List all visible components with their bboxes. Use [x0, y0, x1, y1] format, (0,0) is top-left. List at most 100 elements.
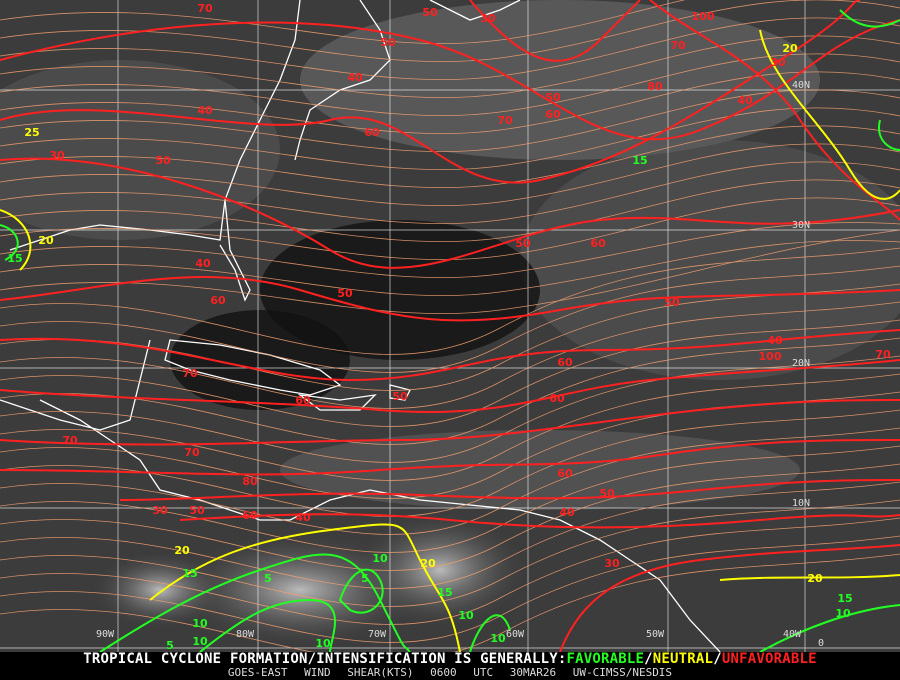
shear-contour	[119, 479, 900, 501]
shear-contour	[0, 276, 900, 322]
shear-contour	[179, 513, 900, 529]
shear-contours	[0, 0, 900, 652]
contour-label: 50	[599, 487, 615, 500]
legend-favorable: FAVORABLE	[566, 651, 645, 667]
contour-label: 40	[347, 71, 363, 84]
streamline	[0, 553, 900, 652]
contour-label: 70	[875, 348, 891, 361]
contour-label: 10	[192, 635, 208, 648]
product-source: UW-CIMSS/NESDIS	[572, 666, 673, 679]
streamline	[0, 197, 900, 261]
contour-label: 20	[782, 42, 798, 55]
shear-contour	[759, 29, 900, 200]
streamline	[0, 373, 900, 481]
contour-label: 40	[737, 94, 753, 107]
streamline	[0, 427, 900, 535]
contour-label: 40	[767, 334, 783, 347]
product-line: GOES-EAST WIND SHEAR(KTS) 0600 UTC 30MAR…	[0, 667, 900, 679]
contour-label: 10	[315, 637, 331, 650]
streamline	[0, 265, 900, 373]
legend-prefix: TROPICAL CYCLONE FORMATION/INTENSIFICATI…	[83, 651, 567, 667]
contour-label: 70	[497, 114, 513, 127]
contour-label: 10	[835, 607, 851, 620]
streamline	[0, 301, 900, 409]
contour-label: 70	[197, 2, 213, 15]
contour-label: 10	[372, 552, 388, 565]
streamline	[0, 143, 900, 207]
shear-contour	[0, 157, 900, 269]
lon-label: 50W	[646, 629, 665, 640]
contour-label: 20	[174, 544, 190, 557]
shear-contour	[839, 9, 900, 28]
contour-label: 40	[559, 506, 575, 519]
contour-label: 50	[545, 91, 561, 104]
contour-label: 50	[422, 6, 438, 19]
separator: /	[644, 651, 653, 667]
contour-label: 80	[647, 80, 663, 93]
lon-label: 70W	[368, 629, 387, 640]
shear-contour	[469, 0, 641, 62]
contour-label: 10	[192, 617, 208, 630]
streamlines	[0, 0, 900, 652]
shear-contour	[0, 19, 900, 141]
shear-contour	[0, 329, 900, 382]
contour-label: 70	[670, 39, 686, 52]
streamline	[0, 161, 900, 225]
contour-label: 70	[182, 367, 198, 380]
streamline	[0, 229, 900, 315]
streamline	[0, 499, 900, 607]
contour-label: 20	[420, 557, 436, 570]
product-name: GOES-EAST WIND SHEAR(KTS)	[227, 666, 414, 679]
shear-contour	[0, 399, 900, 446]
legend-line: TROPICAL CYCLONE FORMATION/INTENSIFICATI…	[0, 652, 900, 667]
shear-contour	[0, 0, 861, 184]
product-time: 0600 UTC	[430, 666, 494, 679]
streamline	[0, 445, 900, 553]
legend-unfavorable: UNFAVORABLE	[721, 651, 817, 667]
shear-contour	[469, 614, 511, 652]
contour-label: 30	[480, 12, 496, 25]
contour-label: 15	[437, 586, 452, 599]
streamline	[0, 0, 900, 63]
streamline	[0, 53, 900, 117]
contour-label: 5	[264, 572, 272, 585]
streamline	[0, 71, 900, 135]
shear-contour	[878, 119, 900, 151]
contour-label: 15	[632, 154, 647, 167]
shear-contour	[759, 604, 900, 652]
lon-label: 90W	[96, 629, 115, 640]
contour-label: 15	[7, 252, 22, 265]
contour-label: 60	[295, 394, 311, 407]
contour-label: 60	[210, 294, 226, 307]
contour-label: 10	[490, 632, 506, 645]
streamline	[0, 240, 900, 297]
contour-label: 60	[242, 509, 258, 522]
contour-label: 5	[361, 572, 369, 585]
contour-label: 50	[664, 296, 680, 309]
separator: /	[713, 651, 722, 667]
streamline	[0, 125, 900, 189]
lon-label: 80W	[236, 629, 255, 640]
contour-label: 50	[337, 287, 353, 300]
contour-label: 50	[155, 154, 171, 167]
shear-contour	[99, 553, 411, 652]
contour-label: 80	[242, 475, 258, 488]
contour-label: 60	[590, 237, 606, 250]
contour-label: 50	[515, 237, 531, 250]
contour-label: 60	[557, 467, 573, 480]
contour-label: 20	[807, 572, 823, 585]
shear-contour	[149, 523, 461, 652]
streamline	[0, 0, 686, 45]
lat-label: 10N	[792, 498, 810, 509]
shear-contour	[0, 209, 32, 271]
contour-label: 100	[759, 350, 782, 363]
streamline	[0, 319, 900, 427]
lat-label: 40N	[792, 80, 810, 91]
streamline	[0, 463, 900, 571]
coastlines	[0, 0, 721, 652]
contour-label: 40	[195, 257, 211, 270]
contour-label: 40	[197, 104, 213, 117]
